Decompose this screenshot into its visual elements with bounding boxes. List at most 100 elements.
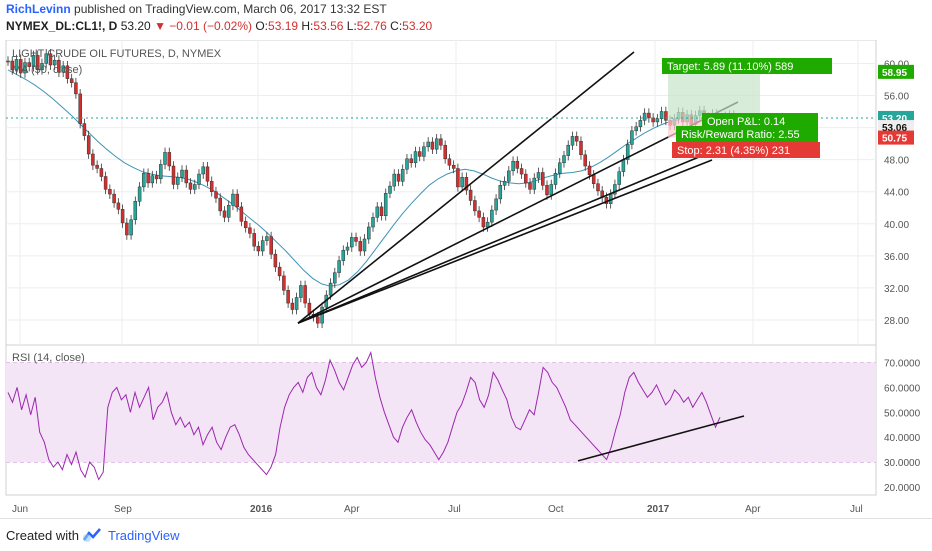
candle-body: [507, 170, 511, 182]
candle-body: [468, 189, 473, 201]
candle-body: [651, 117, 655, 123]
rsi-tick-label: 60.0000: [884, 383, 921, 394]
candle-body: [286, 290, 290, 304]
fan-trendline: [297, 51, 635, 324]
low-label: L:: [346, 19, 357, 33]
author-link[interactable]: RichLevinn: [6, 2, 71, 16]
candle-body: [460, 177, 464, 188]
candle-body: [40, 63, 44, 71]
candle-body: [44, 53, 48, 64]
candle-body: [502, 181, 507, 186]
candle-body: [371, 217, 375, 228]
candle-body: [498, 185, 503, 200]
ma-line: [7, 69, 681, 287]
candle-body: [133, 201, 138, 220]
candle-body: [664, 111, 668, 121]
candle-body: [379, 206, 384, 216]
open-value: 53.19: [268, 19, 299, 33]
position-target-label: Target: 5.89 (11.10%) 589: [667, 61, 793, 73]
ma-legend: MA (50, close): [12, 64, 82, 76]
candle-body: [579, 140, 583, 156]
candle-body: [256, 245, 261, 252]
rsi-tick-label: 30.0000: [884, 458, 921, 469]
rsi-trendline: [577, 415, 745, 462]
candle-body: [358, 241, 363, 252]
candle-body: [129, 219, 133, 236]
candle-body: [222, 210, 227, 218]
candle-body: [426, 141, 430, 148]
close-label: C:: [390, 19, 403, 33]
candle-body: [65, 65, 70, 79]
candle-body: [541, 172, 545, 186]
candle-body: [78, 93, 82, 124]
candle-body: [566, 144, 570, 156]
candle-body: [125, 222, 129, 236]
high-value: 53.56: [313, 19, 344, 33]
candle-body: [375, 206, 380, 218]
candle-body: [434, 138, 439, 150]
candle-body: [167, 152, 172, 167]
candle-body: [532, 177, 537, 190]
candle-body: [95, 164, 99, 169]
price-label-current: 53.20: [882, 114, 907, 125]
candle-body: [630, 130, 634, 145]
candle-body: [596, 183, 600, 192]
candle-body: [642, 112, 647, 121]
candle-body: [218, 197, 222, 212]
candle-body: [142, 173, 146, 188]
candle-body: [269, 236, 273, 255]
last-price: 53.20: [120, 19, 151, 33]
candle-body: [392, 173, 396, 187]
candle-body: [209, 181, 214, 192]
candle-body: [553, 173, 558, 185]
candle-body: [451, 164, 456, 169]
candle-body: [443, 144, 447, 160]
fan-trendline: [297, 101, 739, 324]
position-tool[interactable]: Target: 5.89 (11.10%) 589 Open P&L: 0.14R…: [6, 58, 876, 158]
symbol-line: NYMEX_DL:CL1!, D 53.20 ▼ −0.01 (−0.02%) …: [6, 19, 432, 33]
candle-body: [273, 253, 278, 268]
candle-body: [197, 173, 201, 185]
rsi-tick-label: 70.0000: [884, 358, 921, 369]
ma-line-group: [7, 69, 681, 287]
candle-body: [400, 169, 405, 182]
trendlines[interactable]: [297, 51, 741, 324]
candle-body: [14, 59, 19, 71]
price-label-entry-box: [878, 120, 914, 135]
candle-body: [171, 165, 176, 185]
rsi-title: RSI (14, close): [12, 352, 85, 364]
candle-body: [456, 168, 460, 188]
price-tick-label: 32.00: [884, 284, 909, 295]
footer: Created with TradingView: [0, 518, 932, 551]
candle-body: [519, 168, 524, 175]
candle-body: [184, 169, 189, 184]
position-stop-label: Stop: 2.31 (4.35%) 231: [677, 145, 790, 157]
candle-body: [294, 297, 299, 310]
candle-body: [35, 55, 40, 71]
symbol: NYMEX_DL:CL1!, D: [6, 19, 118, 33]
candle-body: [524, 173, 528, 184]
candle-body: [396, 173, 401, 182]
candle-body: [345, 246, 350, 251]
price-tick-label: 56.00: [884, 92, 909, 103]
candle-body: [188, 182, 193, 190]
fan-trendline: [297, 159, 713, 324]
candle-body: [243, 221, 248, 229]
tradingview-brand[interactable]: TradingView: [108, 528, 180, 543]
candle-body: [464, 177, 469, 191]
tradingview-logo-icon: [82, 528, 101, 542]
candle-body: [562, 155, 566, 164]
candle-body: [549, 184, 554, 196]
x-tick-label: Jul: [448, 504, 461, 515]
candle-body: [231, 193, 235, 206]
x-tick-label: Jul: [850, 504, 863, 515]
price-tick-label: 28.00: [884, 316, 909, 327]
position-target-box: [662, 58, 832, 74]
candle-body: [422, 146, 426, 157]
candle-body: [69, 78, 74, 83]
candle-body: [239, 206, 244, 222]
price-change: ▼ −0.01 (−0.02%): [154, 19, 252, 33]
candle-body: [354, 237, 358, 242]
candle-body: [48, 53, 53, 66]
